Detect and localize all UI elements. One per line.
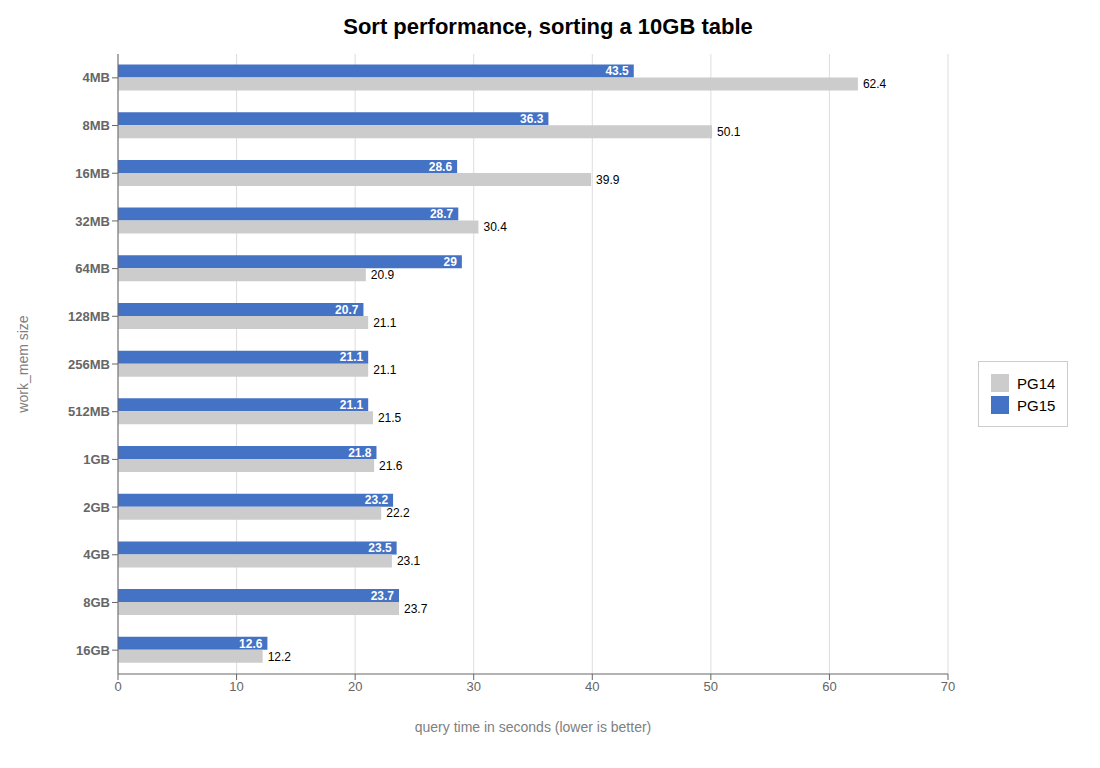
svg-text:8GB: 8GB — [83, 595, 110, 610]
svg-text:256MB: 256MB — [68, 357, 110, 372]
svg-text:50.1: 50.1 — [717, 125, 741, 139]
svg-text:23.5: 23.5 — [368, 541, 392, 555]
svg-text:28.7: 28.7 — [430, 207, 454, 221]
svg-text:10: 10 — [229, 679, 243, 694]
svg-text:128MB: 128MB — [68, 309, 110, 324]
svg-text:work_mem size: work_mem size — [15, 315, 31, 413]
svg-text:21.5: 21.5 — [378, 411, 402, 425]
svg-text:28.6: 28.6 — [429, 160, 453, 174]
svg-text:62.4: 62.4 — [863, 77, 887, 91]
svg-text:39.9: 39.9 — [596, 173, 620, 187]
svg-text:70: 70 — [941, 679, 955, 694]
svg-text:query time in seconds (lower i: query time in seconds (lower is better) — [415, 719, 652, 735]
svg-text:23.7: 23.7 — [371, 589, 395, 603]
svg-text:40: 40 — [585, 679, 599, 694]
svg-text:22.2: 22.2 — [386, 506, 410, 520]
svg-text:23.2: 23.2 — [365, 493, 389, 507]
svg-text:0: 0 — [114, 679, 121, 694]
svg-text:16MB: 16MB — [75, 166, 110, 181]
svg-text:21.1: 21.1 — [373, 363, 397, 377]
html-text:Sort performance, sorting a 10: Sort performance, sorting a 10GB table — [343, 14, 753, 39]
html-text:PG15: PG15 — [1017, 396, 1056, 414]
svg-text:12.2: 12.2 — [268, 650, 292, 664]
svg-text:29: 29 — [443, 255, 457, 269]
svg-text:21.8: 21.8 — [348, 446, 372, 460]
svg-text:20: 20 — [348, 679, 362, 694]
svg-text:36.3: 36.3 — [520, 112, 544, 126]
svg-text:16GB: 16GB — [76, 643, 110, 658]
svg-text:1GB: 1GB — [83, 452, 110, 467]
svg-text:21.1: 21.1 — [373, 316, 397, 330]
svg-text:4GB: 4GB — [83, 547, 110, 562]
svg-text:20.9: 20.9 — [371, 268, 395, 282]
svg-text:20.7: 20.7 — [335, 303, 359, 317]
svg-text:30.4: 30.4 — [483, 220, 507, 234]
svg-text:21.6: 21.6 — [379, 459, 403, 473]
svg-text:512MB: 512MB — [68, 404, 110, 419]
html-text:PG14: PG14 — [1017, 374, 1056, 392]
svg-text:32MB: 32MB — [75, 214, 110, 229]
svg-text:2GB: 2GB — [83, 500, 110, 515]
svg-text:30: 30 — [466, 679, 480, 694]
svg-text:64MB: 64MB — [75, 261, 110, 276]
svg-text:43.5: 43.5 — [605, 64, 629, 78]
svg-text:23.7: 23.7 — [404, 602, 428, 616]
svg-text:4MB: 4MB — [83, 70, 110, 85]
svg-text:21.1: 21.1 — [340, 398, 364, 412]
svg-text:50: 50 — [704, 679, 718, 694]
svg-text:23.1: 23.1 — [397, 554, 421, 568]
svg-text:60: 60 — [822, 679, 836, 694]
svg-text:21.1: 21.1 — [340, 350, 364, 364]
svg-text:12.6: 12.6 — [239, 637, 263, 651]
svg-text:8MB: 8MB — [83, 118, 110, 133]
